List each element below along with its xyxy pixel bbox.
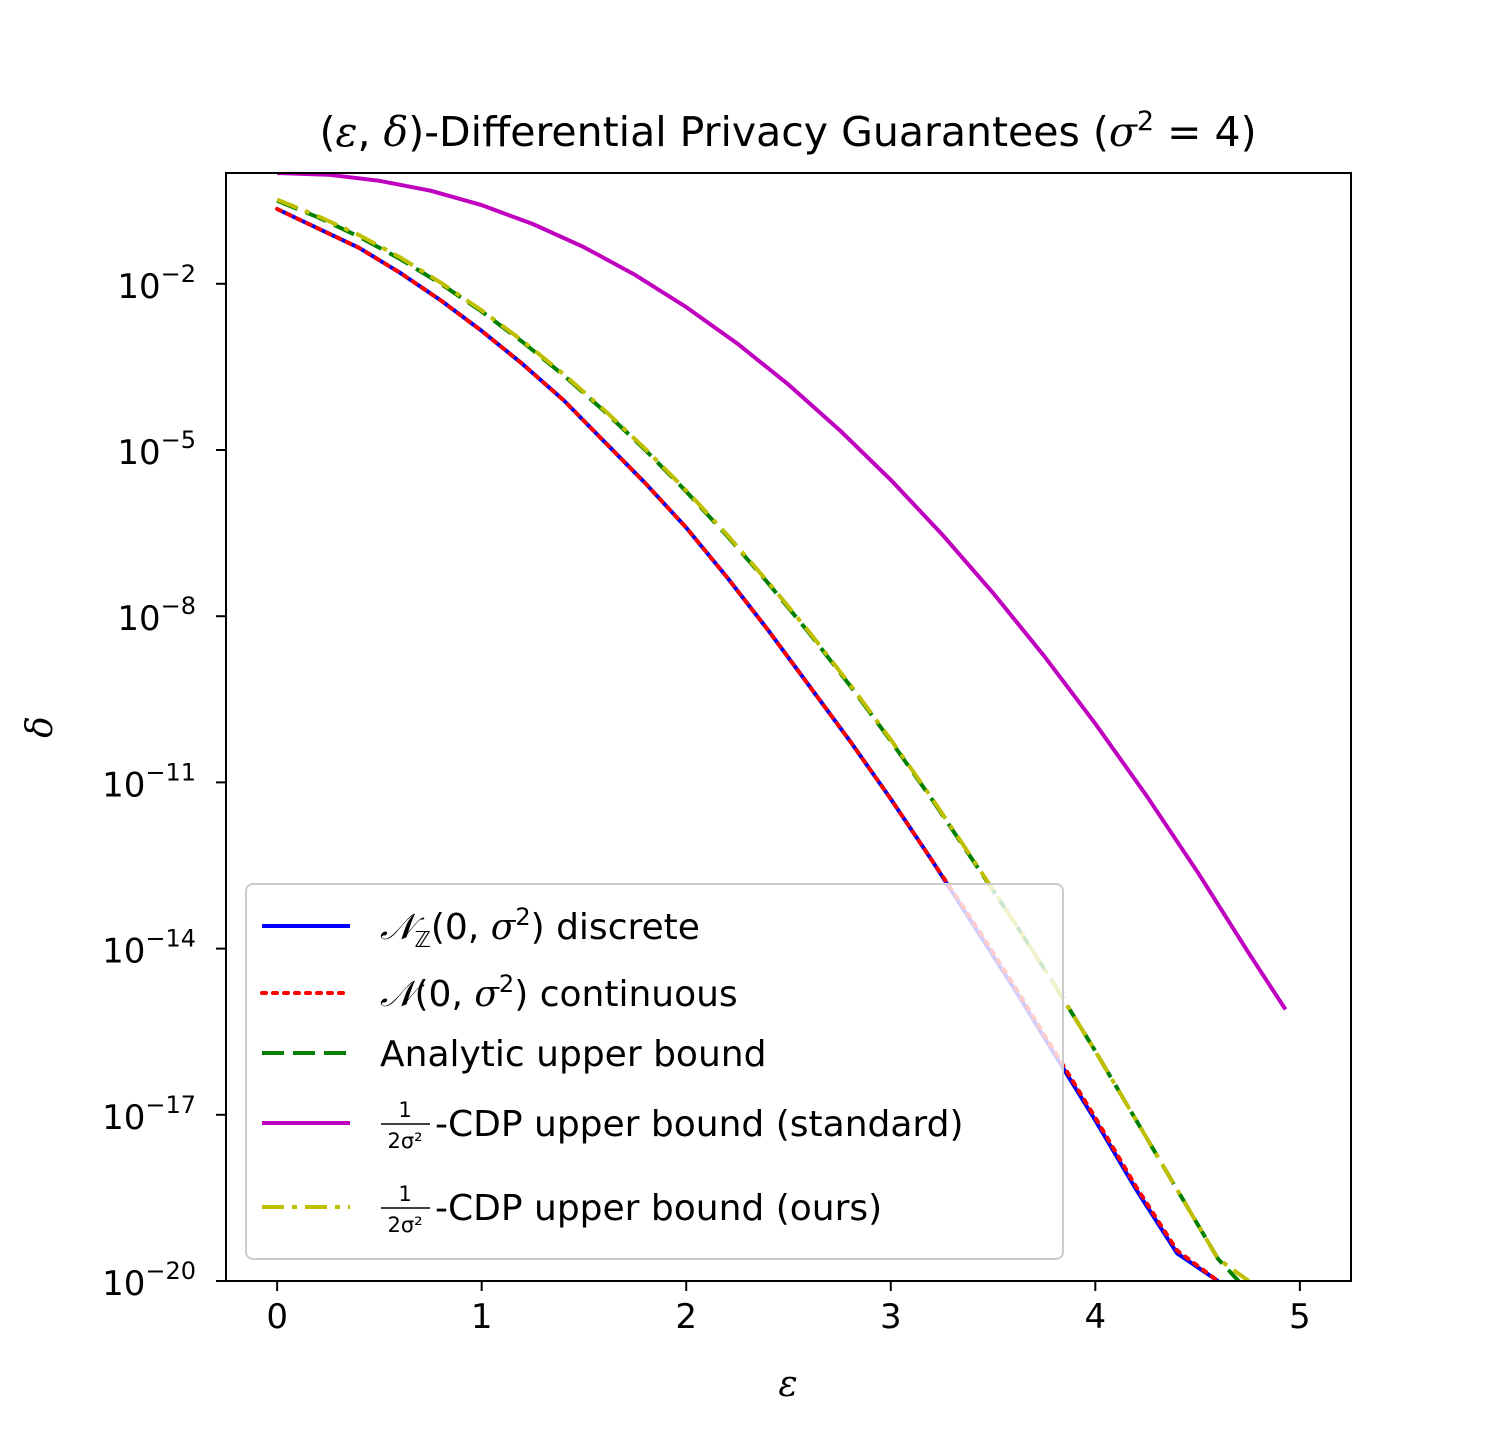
x-tick-label: 1 [471, 1297, 493, 1337]
series-line-4 [277, 173, 1288, 1011]
legend-label-5: -CDP upper bound (ours) [435, 1188, 882, 1229]
y-tick-label: 10−2 [117, 260, 196, 307]
x-tick-label: 3 [880, 1297, 902, 1337]
legend-label-1: 𝒩ℤ(0, σ2) discrete [380, 903, 700, 953]
y-tick-label: 10−20 [102, 1257, 196, 1304]
y-axis-label: δ [20, 716, 61, 738]
legend-label-4: -CDP upper bound (standard) [435, 1104, 964, 1145]
series-line-3 [276, 198, 1240, 1281]
x-tick-label: 0 [266, 1297, 288, 1337]
legend-fraction-denominator: 2σ² [387, 1213, 422, 1237]
x-tick-label: 4 [1084, 1297, 1106, 1337]
series-line-5 [276, 197, 1250, 1281]
plot-frame [225, 172, 1352, 1282]
y-tick-label: 10−8 [117, 592, 196, 639]
legend-box [245, 883, 1064, 1260]
chart-title: (ε, δ)-Differential Privacy Guarantees (… [319, 106, 1256, 156]
x-tick-label: 5 [1289, 1297, 1311, 1337]
legend-label-3: Analytic upper bound [380, 1034, 766, 1075]
x-axis: 0 1 2 3 4 5 [266, 1281, 1311, 1337]
legend-label-2: 𝒩(0, σ2) continuous [380, 970, 738, 1015]
legend-fraction-numerator: 1 [398, 1098, 411, 1122]
y-tick-label: 10−17 [102, 1091, 196, 1138]
legend-fraction-denominator: 2σ² [387, 1129, 422, 1153]
x-tick-label: 2 [675, 1297, 697, 1337]
legend-fraction-numerator: 1 [398, 1182, 411, 1206]
legend-entries: 𝒩ℤ(0, σ2) discrete 𝒩(0, σ2) continuous Ana… [260, 903, 964, 1237]
x-axis-label: ε [778, 1364, 797, 1405]
legend: 𝒩ℤ(0, σ2) discrete 𝒩(0, σ2) continuous Ana… [245, 883, 1064, 1260]
y-tick-label: 10−5 [117, 426, 196, 473]
y-tick-label: 10−14 [102, 925, 196, 972]
y-tick-label: 10−11 [102, 758, 196, 805]
y-axis: 10−2 10−5 10−8 10−11 10−14 10−17 10−20 [102, 260, 226, 1304]
